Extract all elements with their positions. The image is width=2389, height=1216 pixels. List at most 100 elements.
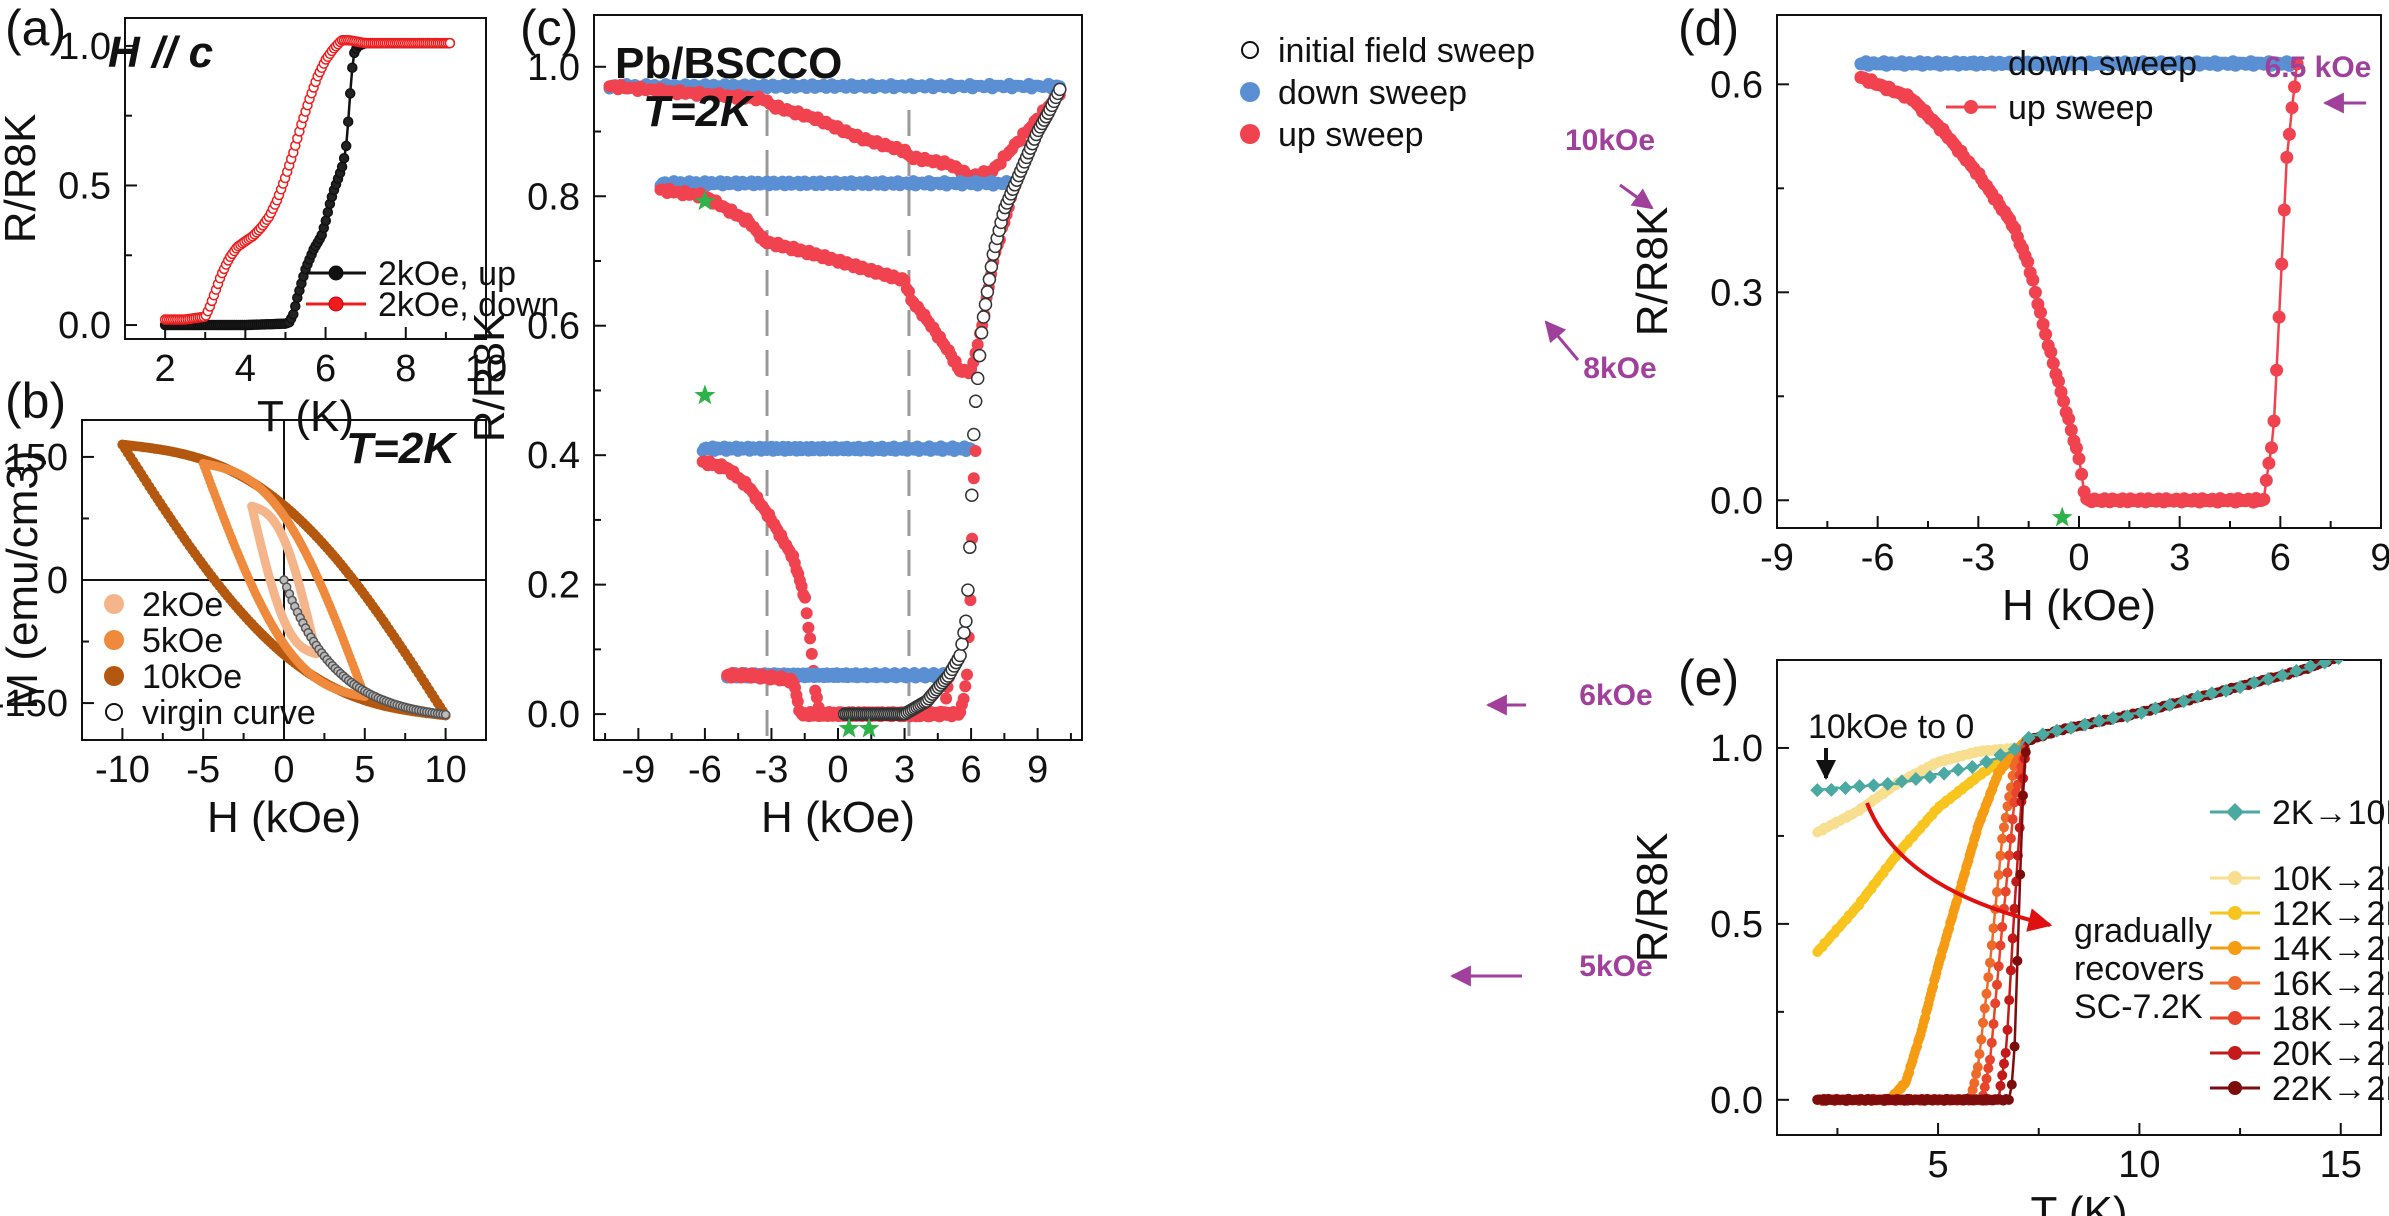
data-point bbox=[2049, 723, 2064, 738]
data-point bbox=[2354, 645, 2364, 655]
data-point bbox=[2012, 955, 2023, 966]
legend-label: up sweep bbox=[1278, 116, 1424, 154]
data-point bbox=[961, 668, 973, 681]
data-point bbox=[2044, 345, 2058, 359]
data-point bbox=[2267, 414, 2281, 428]
data-point bbox=[340, 140, 352, 152]
data-point bbox=[2272, 310, 2286, 324]
legend-label: 16K→2K bbox=[2272, 965, 2389, 1003]
data-point bbox=[2162, 697, 2177, 712]
data-point bbox=[2345, 647, 2355, 657]
y-axis-label: R/R8K bbox=[1628, 833, 1677, 963]
initial-sweep-series bbox=[837, 82, 1067, 721]
x-tick-label: 10 bbox=[465, 348, 507, 390]
data-point bbox=[696, 445, 709, 457]
data-point bbox=[940, 692, 953, 705]
x-tick-label: 3 bbox=[894, 749, 915, 791]
data-point bbox=[959, 614, 973, 628]
data-point bbox=[1979, 754, 1994, 769]
data-point bbox=[336, 161, 348, 172]
data-point bbox=[2360, 640, 2374, 654]
legend-symbol bbox=[1964, 56, 1978, 70]
legend-label: down sweep bbox=[2008, 45, 2197, 83]
legend-entry: 14K→2K bbox=[2210, 930, 2389, 968]
legend-label: up sweep bbox=[2008, 89, 2154, 127]
data-point bbox=[1978, 1017, 1988, 1028]
data-point bbox=[1976, 1034, 1987, 1045]
panel-d: -9 -6 -3 0 3 6 9 0.0 0.3 0.6 H (kOe) R/R8K (d) down s… bbox=[1628, 0, 2389, 630]
data-point bbox=[2092, 713, 2107, 728]
x-axis-label: T (K) bbox=[257, 392, 354, 441]
legend-symbol bbox=[1964, 100, 1978, 114]
x-tick-label: 15 bbox=[2320, 1144, 2362, 1186]
legend-symbol bbox=[2228, 1081, 2242, 1095]
data-point bbox=[1974, 1049, 1985, 1059]
x-tick-label: 5 bbox=[354, 749, 375, 791]
data-point bbox=[1838, 781, 1853, 796]
recovery-note: gradually bbox=[2074, 912, 2212, 950]
data-point bbox=[2075, 467, 2089, 481]
y-axis-label: M (emu/cm3) bbox=[0, 450, 47, 709]
data-point bbox=[1979, 1003, 1990, 1014]
data-point bbox=[1997, 922, 2008, 932]
data-point bbox=[2277, 203, 2291, 217]
data-point bbox=[1983, 972, 1994, 983]
data-point bbox=[1985, 957, 1995, 968]
data-point bbox=[972, 348, 987, 363]
legend-symbol bbox=[328, 296, 344, 312]
data-point bbox=[1995, 1080, 2006, 1091]
legend-entry: down sweep bbox=[1946, 45, 2197, 83]
data-point bbox=[1995, 850, 2006, 861]
data-point bbox=[1997, 1070, 2008, 1081]
x-tick-label: 9 bbox=[2370, 537, 2389, 579]
y-tick-label: 0.0 bbox=[1710, 1080, 1763, 1122]
data-point bbox=[968, 394, 983, 409]
legend-symbol bbox=[2228, 906, 2242, 920]
data-point bbox=[2106, 711, 2121, 726]
y-tick-label: 150 bbox=[5, 437, 68, 479]
data-point bbox=[2021, 730, 2036, 745]
legend-entry: 22K→2K bbox=[2210, 1070, 2389, 1108]
y-tick-label: 0.2 bbox=[527, 565, 580, 607]
data-point bbox=[2134, 705, 2149, 720]
data-point bbox=[344, 88, 356, 99]
x-tick-label: 0 bbox=[827, 749, 848, 791]
data-point bbox=[2007, 814, 2018, 825]
data-point bbox=[1969, 1078, 1980, 1088]
data-point bbox=[2275, 257, 2289, 271]
data-point bbox=[2204, 686, 2219, 701]
data-point bbox=[2078, 717, 2093, 732]
data-point bbox=[1986, 940, 1997, 951]
x-tick-label: 10 bbox=[424, 749, 466, 791]
data-point bbox=[2006, 1079, 2017, 1090]
data-point bbox=[810, 691, 823, 704]
data-point bbox=[2018, 790, 2028, 801]
legend-label: 14K→2K bbox=[2272, 930, 2389, 968]
data-point bbox=[1988, 923, 1999, 934]
data-point bbox=[961, 583, 975, 597]
data-point bbox=[1951, 762, 1966, 777]
temperature-note: T=2K bbox=[643, 87, 755, 136]
legend-label: 20K→2K bbox=[2272, 1035, 2389, 1073]
y-tick-label: 0.0 bbox=[527, 694, 580, 736]
panel-a: 2 4 6 8 10 0.0 0.5 1.0 T (K) R/R8K (a) H // c 2kOe, … bbox=[0, 0, 559, 441]
x-tick-label: 6 bbox=[961, 749, 982, 791]
data-point bbox=[2218, 683, 2233, 698]
x-axis-label: H (kOe) bbox=[761, 793, 915, 842]
legend-label: 18K→2K bbox=[2272, 1000, 2389, 1038]
legend-entry: initial field sweep bbox=[1241, 32, 1535, 70]
legend-label: 2kOe, down bbox=[378, 286, 559, 324]
legend-label: 12K→2K bbox=[2272, 895, 2389, 933]
sample-note: Pb/BSCCO bbox=[615, 39, 842, 88]
data-point bbox=[2002, 867, 2013, 878]
legend-label: down sweep bbox=[1278, 74, 1467, 112]
temperature-note: T=2K bbox=[346, 424, 458, 473]
data-point bbox=[2148, 701, 2163, 716]
data-point bbox=[2064, 423, 2078, 437]
data-point bbox=[1908, 772, 1923, 787]
data-point bbox=[2039, 327, 2053, 341]
data-point bbox=[2057, 394, 2071, 408]
data-point bbox=[1992, 979, 2002, 990]
data-point bbox=[2002, 1024, 2013, 1035]
